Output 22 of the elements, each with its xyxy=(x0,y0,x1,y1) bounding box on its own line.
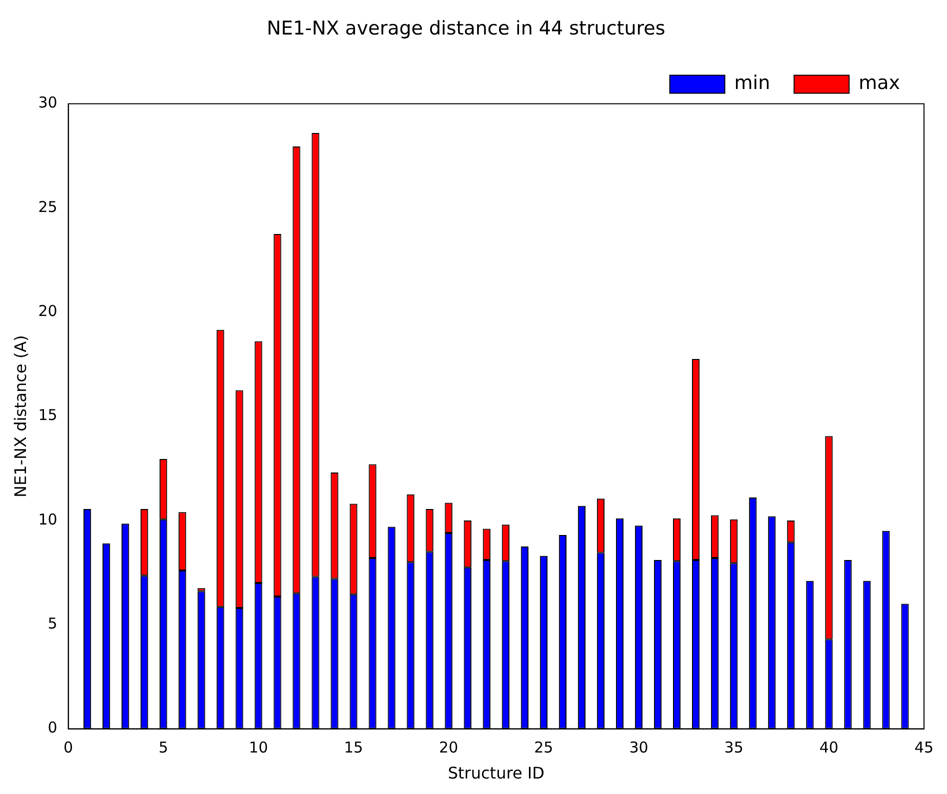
y-tick-label: 10 xyxy=(38,510,58,528)
chart-title: NE1-NX average distance in 44 structures xyxy=(266,17,666,40)
y-tick-label: 20 xyxy=(38,302,58,320)
y-tick-label: 0 xyxy=(48,718,58,737)
x-axis-title: Structure ID xyxy=(448,764,544,783)
x-tick-label: 0 xyxy=(64,738,74,757)
x-tick-label: 35 xyxy=(724,738,744,757)
x-tick-label: 15 xyxy=(344,738,364,757)
y-tick-label: 30 xyxy=(38,94,58,112)
x-tick-label: 5 xyxy=(158,738,168,757)
legend-label: min xyxy=(734,72,770,94)
y-tick-label: 15 xyxy=(38,406,58,424)
x-tick-label: 30 xyxy=(629,738,648,757)
y-tick-label: 5 xyxy=(48,614,58,633)
x-tick-label: 45 xyxy=(914,738,934,757)
legend-label: max xyxy=(858,72,900,94)
y-axis-title: NE1-NX distance (A) xyxy=(10,335,30,498)
x-tick-label: 40 xyxy=(819,738,838,757)
y-tick-label: 25 xyxy=(38,198,58,216)
x-tick-label: 10 xyxy=(248,738,268,757)
x-tick-label: 25 xyxy=(534,738,554,757)
x-tick-label: 20 xyxy=(439,738,458,757)
